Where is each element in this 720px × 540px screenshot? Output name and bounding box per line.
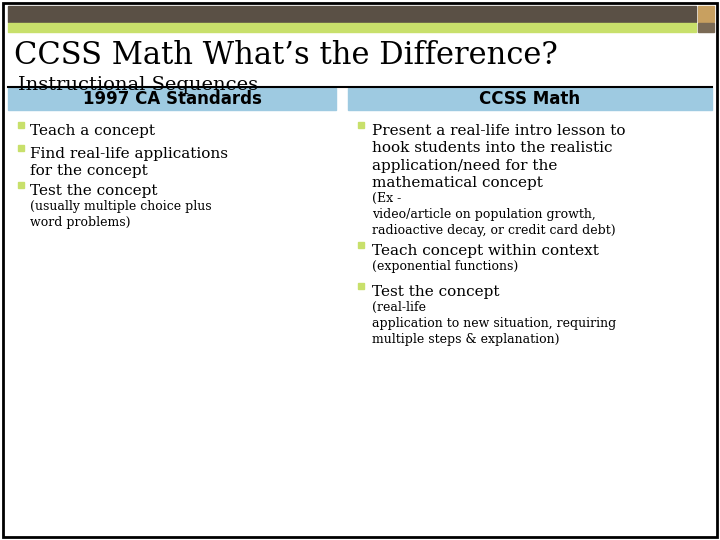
Text: CCSS Math: CCSS Math	[480, 90, 580, 108]
Bar	[358, 122, 364, 128]
Bar	[698, 6, 714, 22]
Text: (exponential functions): (exponential functions)	[372, 260, 518, 273]
Bar	[698, 23, 714, 32]
Bar	[18, 182, 24, 188]
Text: Teach concept within context: Teach concept within context	[372, 244, 599, 258]
Bar	[18, 145, 24, 151]
Bar	[8, 88, 336, 110]
Bar	[8, 23, 696, 32]
Text: Teach a concept: Teach a concept	[30, 124, 155, 138]
Text: Present a real-life intro lesson to
hook students into the realistic
application: Present a real-life intro lesson to hook…	[372, 124, 626, 190]
Text: CCSS Math What’s the Difference?: CCSS Math What’s the Difference?	[14, 40, 558, 71]
Bar	[8, 6, 696, 22]
Text: Test the concept: Test the concept	[372, 285, 500, 299]
Bar	[18, 122, 24, 128]
Text: (usually multiple choice plus
word problems): (usually multiple choice plus word probl…	[30, 200, 212, 229]
Bar	[348, 88, 712, 110]
Text: Instructional Sequences: Instructional Sequences	[18, 76, 258, 94]
Text: Find real-life applications
for the concept: Find real-life applications for the conc…	[30, 147, 228, 178]
Bar	[358, 242, 364, 248]
Text: (real-life
application to new situation, requiring
multiple steps & explanation): (real-life application to new situation,…	[372, 301, 616, 346]
Bar	[358, 283, 364, 289]
Text: (Ex -
video/article on population growth,
radioactive decay, or credit card debt: (Ex - video/article on population growth…	[372, 192, 616, 237]
Text: Test the concept: Test the concept	[30, 184, 158, 198]
Text: 1997 CA Standards: 1997 CA Standards	[83, 90, 261, 108]
